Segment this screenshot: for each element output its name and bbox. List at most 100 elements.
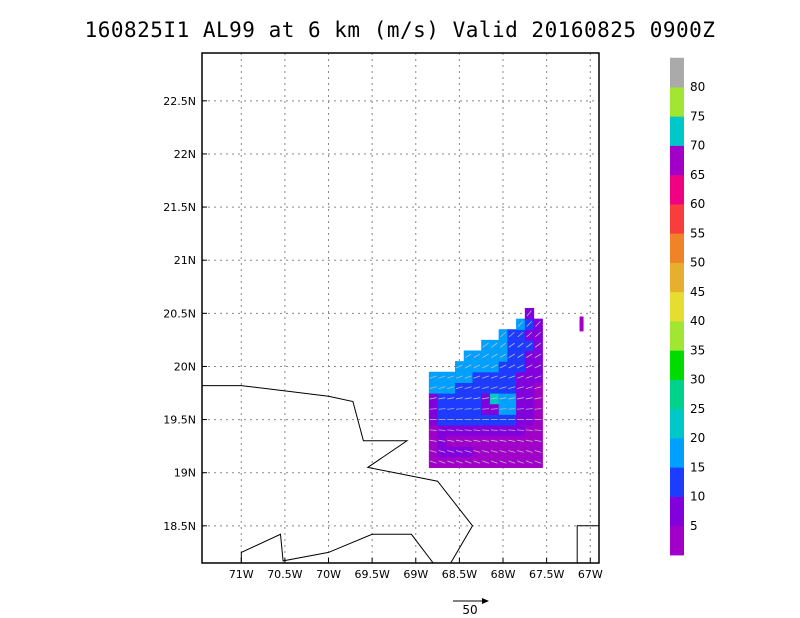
wind-vector xyxy=(455,460,463,464)
map-frame xyxy=(201,52,600,564)
wind-vector xyxy=(455,397,463,400)
wind-cell xyxy=(516,318,526,330)
colorbar: 5 10 15 20 25 30 35 40 45 50 55 60 65 70 75 80 xyxy=(670,57,705,556)
wind-vector xyxy=(473,439,481,442)
wind-vector xyxy=(499,460,507,464)
wind-vector xyxy=(464,450,472,453)
wind-cell xyxy=(498,339,508,352)
wind-cell xyxy=(533,339,543,352)
wind-vector xyxy=(464,429,472,431)
wind-cell xyxy=(489,350,500,362)
wind-vector xyxy=(491,353,498,358)
wind-vector xyxy=(526,321,532,327)
wind-cell xyxy=(498,361,508,373)
wind-vector xyxy=(525,375,533,379)
wind-vector xyxy=(455,375,463,379)
colorbar-swatch xyxy=(670,291,684,322)
wind-vector xyxy=(490,386,498,390)
wind-cell xyxy=(481,361,491,373)
wind-vector xyxy=(516,408,524,410)
wind-vector xyxy=(508,429,516,431)
lat-tick-label: 22N xyxy=(174,148,196,161)
lon-tick-label: 69W xyxy=(403,568,428,581)
wind-cell xyxy=(516,329,526,341)
wind-cell xyxy=(524,329,535,341)
lat-tick-label: 19N xyxy=(174,467,196,480)
wind-vector xyxy=(464,386,472,390)
lat-lon-grid xyxy=(202,53,599,563)
wind-vector xyxy=(525,386,533,390)
wind-vector xyxy=(429,429,437,431)
reference-vector-label: 50 xyxy=(462,603,477,617)
wind-vector xyxy=(482,397,490,400)
wind-cell xyxy=(516,350,526,362)
colorbar-label: 60 xyxy=(690,197,705,211)
wind-vector xyxy=(517,460,524,464)
wind-cell xyxy=(472,361,482,373)
wind-vector xyxy=(429,408,437,410)
wind-vector xyxy=(535,321,541,327)
wind-cell xyxy=(489,361,500,373)
lat-tick-label: 19.5N xyxy=(163,414,196,427)
wind-vector xyxy=(526,342,533,348)
wind-vector xyxy=(517,331,524,338)
wind-cell xyxy=(507,329,517,341)
wind-cell xyxy=(507,361,517,373)
wind-vector xyxy=(500,331,506,338)
wind-vector xyxy=(473,450,481,453)
reference-vector-arrowhead xyxy=(482,598,489,604)
coastline-segment xyxy=(576,525,599,563)
lon-tick-label: 70.5W xyxy=(267,568,302,581)
wind-vector xyxy=(429,439,437,442)
coastline-segment xyxy=(240,533,434,563)
wind-vector xyxy=(517,342,524,348)
wind-vector xyxy=(482,450,490,453)
colorbar-swatch xyxy=(670,116,684,146)
wind-cell xyxy=(516,361,526,373)
wind-vector xyxy=(429,375,437,379)
colorbar-label: 50 xyxy=(690,256,705,270)
wind-cell xyxy=(533,318,543,330)
colorbar-swatch xyxy=(670,379,684,410)
wind-vector xyxy=(516,397,524,400)
colorbar-swatch xyxy=(670,525,684,556)
wind-vector xyxy=(490,375,498,379)
wind-vector xyxy=(429,397,437,400)
wind-cell xyxy=(579,320,584,332)
wind-cell xyxy=(463,350,474,362)
wind-cell xyxy=(533,350,543,362)
wind-cell xyxy=(524,350,535,362)
wind-vector xyxy=(490,450,498,453)
wind-vector xyxy=(464,397,472,400)
colorbar-label: 70 xyxy=(690,139,705,153)
wind-vector xyxy=(490,429,498,431)
wind-vector xyxy=(508,408,516,410)
wind-vector xyxy=(473,375,481,379)
wind-vector xyxy=(438,386,446,390)
colorbar-swatch xyxy=(670,87,684,117)
wind-vector xyxy=(508,397,516,400)
wind-cell xyxy=(507,350,517,362)
wind-vector xyxy=(499,353,507,358)
wind-vector xyxy=(534,342,541,348)
wind-vector xyxy=(464,375,472,379)
wind-vector xyxy=(499,386,507,390)
colorbar-label: 35 xyxy=(690,343,705,357)
wind-vector xyxy=(455,439,463,442)
wind-vector xyxy=(534,397,542,400)
wind-vector xyxy=(473,364,481,369)
wind-vector xyxy=(482,429,490,431)
wind-vector xyxy=(438,397,446,400)
colorbar-swatch xyxy=(670,262,684,293)
wind-vector xyxy=(525,408,533,410)
wind-vector xyxy=(499,408,507,410)
colorbar-swatch xyxy=(670,145,684,176)
wind-vector xyxy=(482,439,490,442)
wind-vector xyxy=(525,397,533,400)
wind-vector xyxy=(438,450,446,453)
wind-vector xyxy=(499,375,507,379)
colorbar-swatch xyxy=(670,233,684,263)
wind-vector xyxy=(438,439,446,442)
wind-cell xyxy=(498,329,508,341)
wind-vector xyxy=(482,460,489,464)
